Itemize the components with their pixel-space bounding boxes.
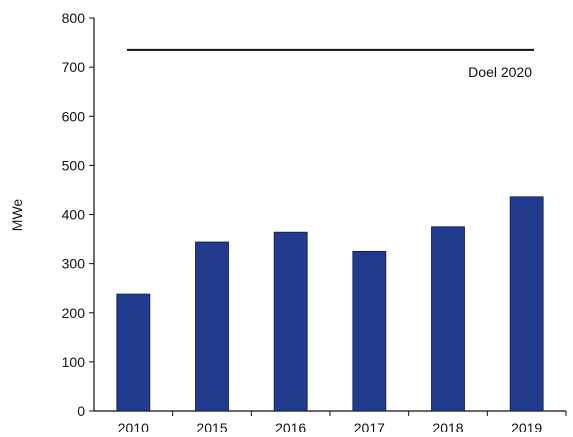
y-axis-label: MWe — [9, 199, 25, 232]
x-tick-label: 2019 — [511, 420, 542, 432]
y-tick-label: 500 — [62, 157, 86, 173]
x-tick-label: 2018 — [432, 420, 463, 432]
x-tick-label: 2010 — [118, 420, 149, 432]
x-axis: 2010 2015 2016 2017 2018 2019 — [94, 410, 567, 436]
bar-2010 — [116, 293, 151, 412]
y-tick-label: 700 — [62, 59, 86, 75]
target-line-group: Doel 2020 — [127, 48, 534, 80]
x-tick-label: 2015 — [196, 420, 227, 432]
bar-2016 — [273, 231, 308, 412]
x-tick-label: 2017 — [354, 420, 385, 432]
y-tick-label: 100 — [62, 354, 86, 370]
target-line-label: Doel 2020 — [468, 64, 532, 80]
bar-2018 — [431, 226, 465, 412]
y-tick-label: 300 — [62, 256, 86, 272]
bar-2017 — [352, 250, 387, 412]
y-tick-label: 600 — [62, 108, 86, 124]
y-axis: 0 100 200 300 400 500 600 700 800 — [62, 10, 95, 419]
y-tick-label: 800 — [62, 10, 86, 26]
y-tick-label: 200 — [62, 305, 86, 321]
x-tick-label: 2016 — [275, 420, 306, 432]
bars — [116, 196, 544, 412]
y-tick-label: 400 — [62, 207, 86, 223]
y-tick-label: 0 — [77, 403, 85, 419]
bar-2015 — [195, 241, 229, 412]
bar-2019 — [509, 196, 544, 412]
